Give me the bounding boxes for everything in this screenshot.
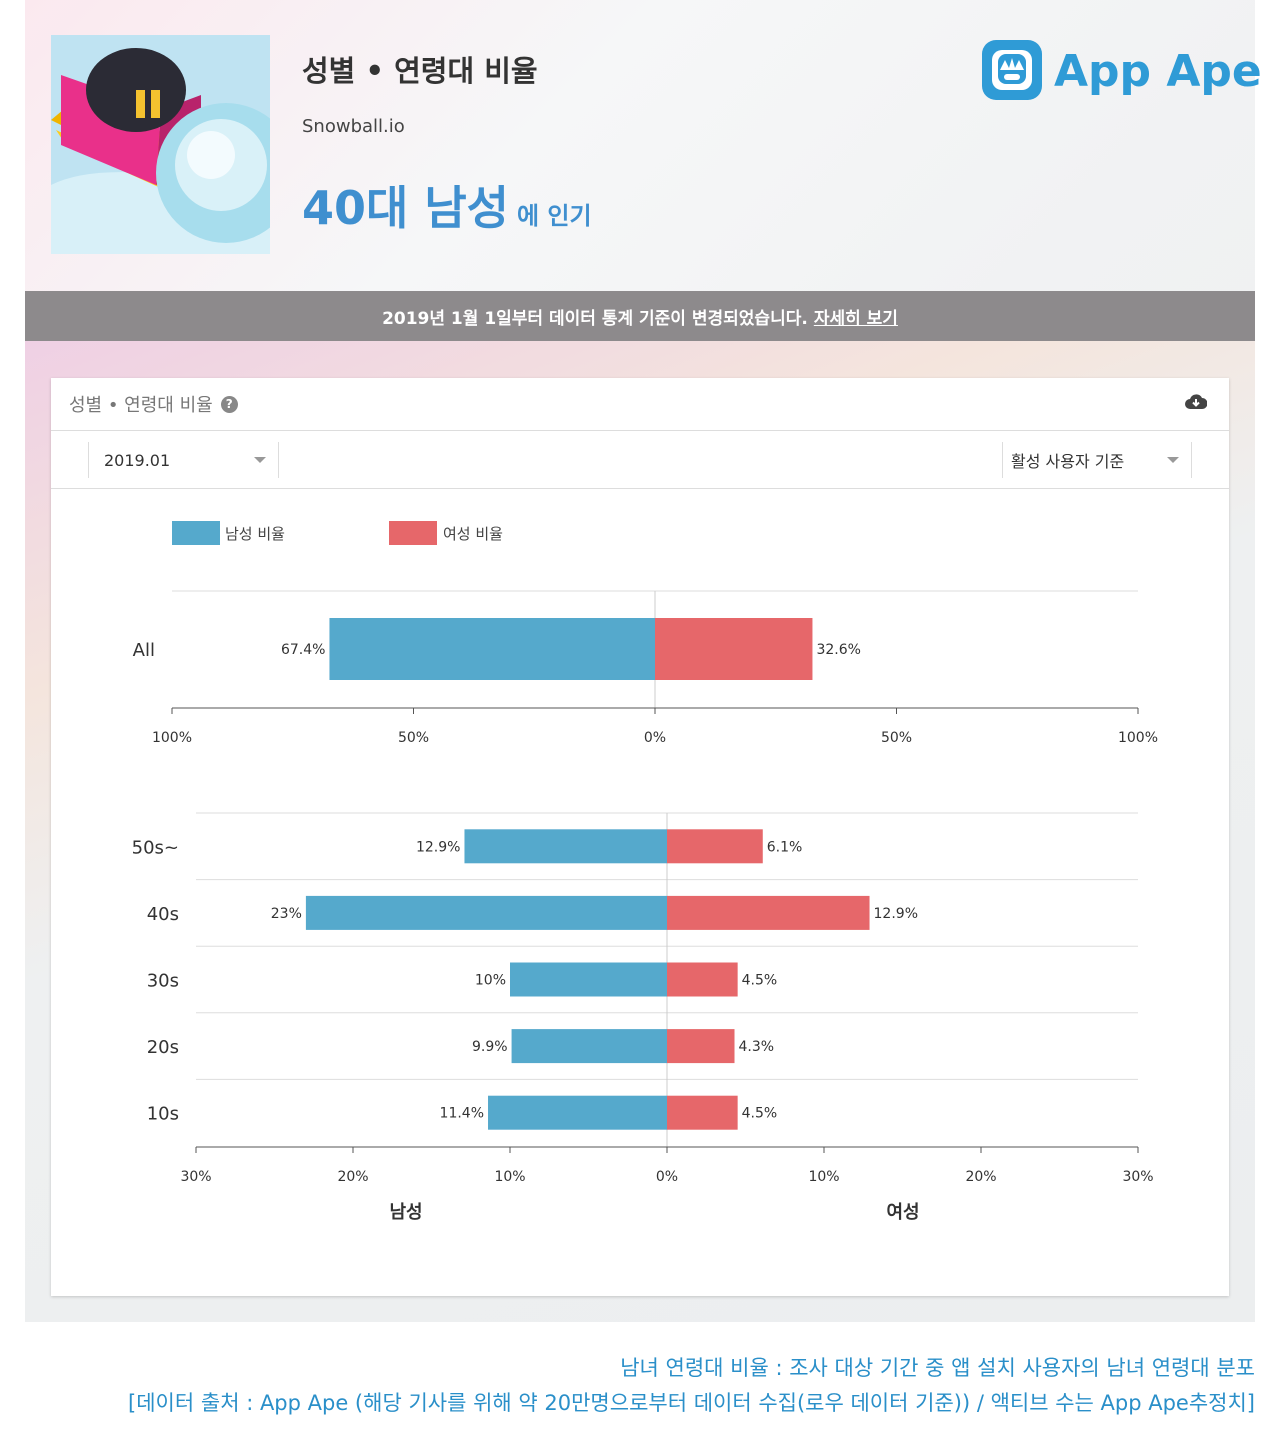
category-label: 30s bbox=[147, 971, 179, 992]
category-label: 50s~ bbox=[132, 837, 179, 858]
x-tick-label: 100% bbox=[1118, 730, 1158, 746]
data-label-male: 12.9% bbox=[416, 839, 460, 855]
x-tick-label: 0% bbox=[644, 730, 666, 746]
notice-bar: 2019년 1월 1일부터 데이터 통계 기준이 변경되었습니다. 자세히 보기 bbox=[25, 291, 1255, 341]
bar-female bbox=[667, 1095, 738, 1130]
notice-details-link[interactable]: 자세히 보기 bbox=[813, 308, 898, 329]
x-tick-label: 50% bbox=[881, 730, 912, 746]
bar-female bbox=[667, 962, 738, 997]
legend-label-male: 남성 비율 bbox=[225, 525, 285, 543]
caption-description: 남녀 연령대 비율 : 조사 대상 기간 중 앱 설치 사용자의 남녀 연령대 … bbox=[620, 1356, 1255, 1380]
data-label-female: 4.5% bbox=[742, 1106, 778, 1122]
x-tick-label: 30% bbox=[1122, 1169, 1153, 1185]
basis-select-value: 활성 사용자 기준 bbox=[1011, 452, 1125, 471]
legend-label-female: 여성 비율 bbox=[443, 525, 503, 543]
x-tick-label: 100% bbox=[152, 730, 192, 746]
x-tick-label: 20% bbox=[337, 1169, 368, 1185]
chevron-down-icon bbox=[254, 457, 266, 463]
category-label: 10s bbox=[147, 1104, 179, 1125]
month-select-value: 2019.01 bbox=[104, 450, 171, 470]
popular-segment: 40대 남성 에 인기 bbox=[302, 172, 592, 238]
caption-source: [데이터 출처 : App Ape (해당 기사를 위해 약 20만명으로부터 … bbox=[128, 1391, 1255, 1415]
x-tick-label: 10% bbox=[808, 1169, 839, 1185]
app-icon bbox=[51, 35, 270, 254]
x-tick-label: 10% bbox=[494, 1169, 525, 1185]
bar-female bbox=[667, 1029, 735, 1064]
logo-text: App Ape bbox=[1054, 45, 1262, 97]
x-tick-label: 30% bbox=[180, 1169, 211, 1185]
bar-female bbox=[667, 895, 870, 930]
data-label-female: 6.1% bbox=[767, 839, 803, 855]
cloud-download-icon[interactable] bbox=[1185, 393, 1208, 415]
bar-male bbox=[510, 962, 667, 997]
bar-female bbox=[667, 829, 763, 864]
legend-swatch-female bbox=[389, 521, 437, 545]
notice-text: 2019년 1월 1일부터 데이터 통계 기준이 변경되었습니다. bbox=[382, 308, 808, 329]
x-tick-label: 0% bbox=[656, 1169, 678, 1185]
popular-main: 40대 남성 bbox=[302, 181, 509, 235]
legend-swatch-male bbox=[172, 521, 220, 545]
data-label-male: 11.4% bbox=[440, 1106, 484, 1122]
data-label-male: 10% bbox=[475, 973, 506, 989]
category-label: 20s bbox=[147, 1037, 179, 1058]
chart-card: 성별 • 연령대 비율 ? 2019.01 활성 사용자 기준 남성 비율 여성 … bbox=[51, 378, 1229, 1296]
gender-age-chart: 남성 비율 여성 비율 100% 50% 0% 50% 100% All 67.4% 32.6% 3… bbox=[132, 521, 1158, 1223]
app-name: Snowball.io bbox=[302, 116, 405, 137]
app-ape-logo[interactable]: App Ape bbox=[980, 36, 1262, 106]
bar-male bbox=[329, 618, 655, 680]
category-label: All bbox=[133, 640, 155, 661]
popular-suffix: 에 인기 bbox=[517, 202, 592, 230]
bar-male bbox=[511, 1029, 667, 1064]
x-tick-label: 20% bbox=[965, 1169, 996, 1185]
help-icon[interactable]: ? bbox=[220, 395, 238, 413]
data-label-female: 4.3% bbox=[739, 1039, 775, 1055]
data-label-male: 9.9% bbox=[472, 1039, 508, 1055]
card-header: 성별 • 연령대 비율 ? bbox=[51, 378, 1229, 431]
data-label-female: 4.5% bbox=[742, 973, 778, 989]
data-label-female: 12.9% bbox=[874, 906, 918, 922]
category-label: 40s bbox=[147, 904, 179, 925]
ape-face-icon bbox=[980, 34, 1044, 108]
chevron-down-icon bbox=[1167, 457, 1179, 463]
data-label-male: 67.4% bbox=[281, 642, 325, 658]
bar-male bbox=[305, 895, 667, 930]
data-label-female: 32.6% bbox=[816, 642, 860, 658]
x-tick-label: 50% bbox=[398, 730, 429, 746]
basis-select[interactable]: 활성 사용자 기준 bbox=[1002, 442, 1192, 478]
bar-female bbox=[655, 618, 813, 680]
bar-male bbox=[464, 829, 667, 864]
page-title: 성별 • 연령대 비율 bbox=[302, 54, 538, 88]
bar-male bbox=[488, 1095, 667, 1130]
x-axis-label-female: 여성 bbox=[886, 1202, 919, 1223]
x-axis-label-male: 남성 bbox=[389, 1202, 422, 1223]
card-title: 성별 • 연령대 비율 bbox=[69, 395, 213, 416]
month-select[interactable]: 2019.01 bbox=[88, 442, 279, 478]
chart-controls: 2019.01 활성 사용자 기준 bbox=[51, 431, 1229, 489]
data-label-male: 23% bbox=[271, 906, 302, 922]
